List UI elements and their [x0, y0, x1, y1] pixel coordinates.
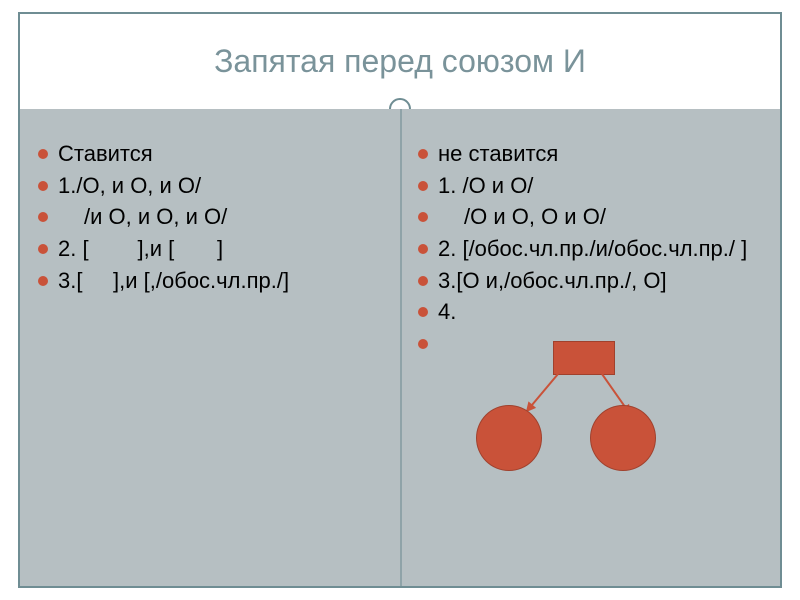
- left-column: Ставится1./О, и О, и О//и О, и О, и О/2.…: [20, 109, 400, 586]
- slide-title: Запятая перед союзом И: [214, 43, 586, 80]
- bullet-icon: [418, 339, 428, 349]
- bullet-icon: [38, 149, 48, 159]
- bullet-icon: [418, 149, 428, 159]
- diagram-circle: [476, 405, 542, 471]
- list-item: Ставится: [38, 139, 384, 169]
- list-item: 1. /О и О/: [418, 171, 764, 201]
- list-item-text: 2. [/обос.чл.пр./и/обос.чл.пр./ ]: [438, 234, 747, 264]
- title-area: Запятая перед союзом И: [20, 14, 780, 109]
- list-item: 4.: [418, 297, 764, 327]
- bullet-icon: [38, 244, 48, 254]
- list-item: 2. [/обос.чл.пр./и/обос.чл.пр./ ]: [418, 234, 764, 264]
- bullet-icon: [418, 244, 428, 254]
- bullet-icon: [418, 276, 428, 286]
- bullet-icon: [38, 276, 48, 286]
- list-item-text: 3.[ ],и [,/обос.чл.пр./]: [58, 266, 289, 296]
- bullet-icon: [38, 212, 48, 222]
- column-divider: [400, 109, 402, 586]
- list-item-text: /О и О, О и О/: [438, 202, 606, 232]
- list-item-text: 3.[О и,/обос.чл.пр./, О]: [438, 266, 667, 296]
- bullet-icon: [418, 212, 428, 222]
- slide: Запятая перед союзом И Ставится1./О, и О…: [0, 0, 800, 600]
- bullet-icon: [418, 307, 428, 317]
- list-item-text: 1. /О и О/: [438, 171, 533, 201]
- list-item-text: 2. [ ],и [ ]: [58, 234, 223, 264]
- list-item-text: не ставится: [438, 139, 558, 169]
- list-item: 3.[ ],и [,/обос.чл.пр./]: [38, 266, 384, 296]
- list-item: /и О, и О, и О/: [38, 202, 384, 232]
- list-item-text: Ставится: [58, 139, 153, 169]
- diagram-rect: [553, 341, 615, 375]
- list-item: не ставится: [418, 139, 764, 169]
- list-item: 1./О, и О, и О/: [38, 171, 384, 201]
- bullet-icon: [418, 181, 428, 191]
- bullet-icon: [38, 181, 48, 191]
- list-item: 3.[О и,/обос.чл.пр./, О]: [418, 266, 764, 296]
- list-item: 2. [ ],и [ ]: [38, 234, 384, 264]
- content-columns: Ставится1./О, и О, и О//и О, и О, и О/2.…: [20, 109, 780, 586]
- right-column: не ставится1. /О и О//О и О, О и О/2. [/…: [400, 109, 780, 586]
- slide-frame: Запятая перед союзом И Ставится1./О, и О…: [18, 12, 782, 588]
- diagram: [438, 343, 658, 483]
- diagram-circle: [590, 405, 656, 471]
- list-item-text: 1./О, и О, и О/: [58, 171, 201, 201]
- list-item: /О и О, О и О/: [418, 202, 764, 232]
- diagram-arrow: [526, 373, 558, 411]
- list-item-text: 4.: [438, 297, 456, 327]
- list-item-text: /и О, и О, и О/: [58, 202, 227, 232]
